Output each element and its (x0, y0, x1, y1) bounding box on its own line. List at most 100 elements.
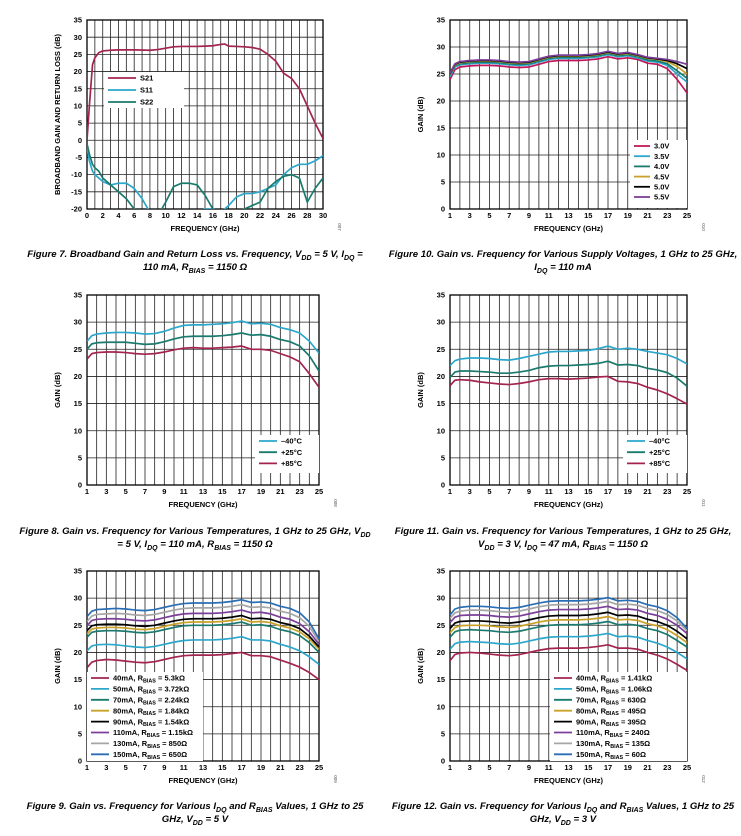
legend-label-part: 110mA, R (113, 728, 147, 737)
y-tick-label: 30 (437, 318, 445, 327)
y-tick-label: 20 (74, 372, 82, 381)
y-tick-label: 10 (437, 151, 445, 160)
y-tick-label: 0 (78, 481, 82, 490)
legend-label: –40°C (281, 437, 303, 446)
series-line (87, 609, 319, 645)
y-tick-label: 0 (441, 481, 445, 490)
y-tick-label: 35 (437, 291, 445, 300)
x-tick-label: 9 (527, 763, 531, 772)
legend-label-value: = 850Ω (160, 739, 187, 748)
x-tick-label: 28 (303, 211, 311, 220)
x-tick-label: 5 (124, 487, 128, 496)
legend-label-value: = 135Ω (623, 739, 650, 748)
series-line (450, 605, 687, 635)
x-tick-label: 21 (643, 487, 651, 496)
series-line (450, 360, 687, 387)
legend-label: 40mA, RBIAS = 1.41kΩ (576, 674, 652, 685)
x-tick-label: 1 (448, 211, 452, 220)
x-axis-label: FREQUENCY (GHz) (534, 776, 604, 785)
x-tick-label: 21 (643, 211, 651, 220)
legend-label: 40mA, RBIAS = 5.3kΩ (113, 674, 185, 685)
x-tick-label: 14 (193, 211, 202, 220)
legend-label-value: = 1.15kΩ (160, 728, 193, 737)
legend-label-part: 70mA, R (576, 696, 607, 705)
x-axis-label: FREQUENCY (GHz) (170, 224, 240, 233)
legend-label-sub: BIAS (143, 679, 156, 685)
x-tick-label: 3 (468, 487, 472, 496)
legend-label-part: 150mA, R (576, 750, 611, 759)
legend-label-part: 70mA, R (113, 696, 144, 705)
x-tick-label: 3 (104, 763, 108, 772)
series-line (450, 375, 687, 405)
legend-label-value: = 1.54kΩ (156, 717, 189, 726)
x-tick-label: 26 (287, 211, 295, 220)
legend-label: 4.5V (654, 172, 669, 181)
legend-label: –40°C (649, 437, 671, 446)
y-tick-label: 5 (78, 453, 82, 462)
x-tick-label: 13 (564, 763, 572, 772)
legend-label: S21 (140, 74, 153, 83)
y-tick-label: 15 (74, 399, 82, 408)
x-axis-label: FREQUENCY (GHz) (168, 776, 238, 785)
x-tick-label: 25 (315, 487, 323, 496)
chart-fig9: 1 3 5 7 9 11 13 15 17 19 21 23 2505101520253035FREQU… (53, 567, 338, 785)
x-tick-label: 5 (487, 211, 491, 220)
x-tick-label: 0 (85, 211, 89, 220)
legend-label: S11 (140, 86, 153, 95)
series-line (87, 598, 319, 640)
x-tick-label: 7 (143, 763, 147, 772)
y-tick-label: 35 (437, 567, 445, 576)
x-tick-label: 22 (256, 211, 264, 220)
legend-label-part: 40mA, R (113, 674, 144, 683)
series-group (87, 598, 319, 681)
caption-fig7: Figure 7. Broadband Gain and Return Loss… (27, 249, 363, 275)
x-tick-label: 15 (218, 763, 226, 772)
legend-label-part: 90mA, R (113, 717, 144, 726)
series-line (87, 603, 319, 643)
x-tick-label: 1 (85, 763, 89, 772)
legend-label-value: = 60Ω (623, 750, 646, 759)
legend-label: 70mA, RBIAS = 630Ω (576, 696, 646, 707)
x-tick-label: 5 (487, 487, 491, 496)
x-axis-label: FREQUENCY (GHz) (534, 224, 604, 233)
legend-label: +25°C (649, 448, 671, 457)
series-line (87, 635, 319, 666)
legend-label-sub: BIAS (143, 689, 156, 695)
legend-label: 3.5V (654, 152, 669, 161)
y-tick-label: 35 (74, 16, 82, 25)
x-tick-label: 21 (276, 763, 284, 772)
legend: 3.0V3.5V4.0V4.5V 5.0V5.5V (630, 140, 687, 208)
legend-label: 5.5V (654, 193, 669, 202)
series-group (450, 345, 687, 405)
y-tick-label: 25 (74, 345, 82, 354)
y-tick-label: 15 (437, 399, 445, 408)
y-tick-label: 30 (437, 594, 445, 603)
figure-code: 012 (701, 775, 706, 783)
x-tick-label: 1 (85, 487, 89, 496)
x-tick-label: 9 (162, 763, 166, 772)
x-tick-label: 1 (448, 763, 452, 772)
x-tick-label: 13 (199, 487, 207, 496)
y-tick-label: 35 (74, 291, 82, 300)
series-line (450, 620, 687, 648)
legend: –40°C +25°C +85°C (623, 435, 687, 473)
caption-fig12: Figure 12. Gain vs. Frequency for Variou… (391, 801, 735, 827)
x-tick-label: 13 (564, 211, 572, 220)
y-tick-label: -15 (71, 187, 82, 196)
legend-label-sub: BIAS (606, 700, 619, 706)
x-tick-label: 15 (584, 763, 592, 772)
legend-label: 5.0V (654, 183, 669, 192)
legend-box (550, 672, 687, 761)
caption-fig11: Figure 11. Gain vs. Frequency for Variou… (394, 526, 732, 552)
chart-fig10: 1 3 5 7 9 11 13 15 17 19 21 23 2505101520253035FREQU… (416, 16, 706, 233)
x-tick-label: 24 (272, 211, 281, 220)
x-tick-label: 21 (276, 487, 284, 496)
x-tick-label: 17 (237, 763, 245, 772)
x-tick-label: 11 (545, 211, 553, 220)
series-line (450, 53, 687, 83)
caption-fig8: Figure 8. Gain vs. Frequency for Various… (19, 526, 371, 552)
series-line (87, 43, 323, 141)
legend-label: 3.0V (654, 142, 669, 151)
legend-label-part: 50mA, R (113, 685, 144, 694)
